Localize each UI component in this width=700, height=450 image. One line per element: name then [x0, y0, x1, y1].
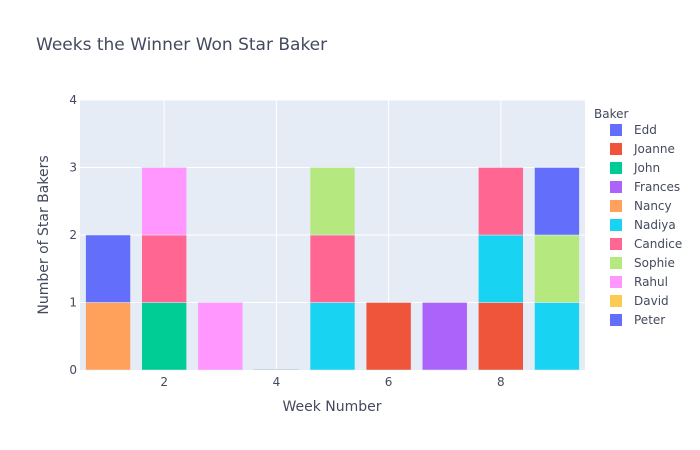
legend-label: Nancy	[634, 199, 672, 213]
y-tick-label: 3	[69, 161, 77, 175]
legend-item-frances[interactable]: Frances	[610, 180, 680, 194]
legend-swatch	[610, 295, 622, 307]
legend-swatch	[610, 314, 622, 326]
y-tick-label: 4	[69, 93, 77, 107]
legend-item-peter[interactable]: Peter	[610, 313, 665, 327]
legend-item-nadiya[interactable]: Nadiya	[610, 218, 676, 232]
legend-title: Baker	[594, 107, 628, 121]
bar-sophie-week-9	[534, 234, 580, 303]
legend-swatch	[610, 276, 622, 288]
bar-candice-week-5	[309, 234, 356, 303]
y-axis-title: Number of Star Bakers	[36, 155, 52, 314]
y-tick-label: 0	[69, 363, 77, 377]
legend-label: John	[633, 161, 660, 175]
legend-swatch	[610, 200, 622, 212]
legend-item-edd[interactable]: Edd	[610, 123, 657, 137]
legend-swatch	[610, 238, 622, 250]
y-tick-label: 1	[69, 296, 77, 310]
legend-item-sophie[interactable]: Sophie	[610, 256, 675, 270]
legend-item-joanne[interactable]: Joanne	[610, 142, 675, 156]
bar-sophie-week-5	[309, 167, 356, 236]
legend-swatch	[610, 257, 622, 269]
legend-label: Sophie	[634, 256, 675, 270]
legend-label: Edd	[634, 123, 657, 137]
bar-candice-week-2	[141, 234, 187, 303]
y-tick-label: 2	[69, 228, 77, 242]
legend-label: Peter	[634, 313, 665, 327]
bar-joanne-week-8	[478, 302, 524, 371]
legend-swatch	[610, 162, 622, 174]
bar-rahul-week-2	[141, 167, 187, 236]
bar-joanne-week-6	[365, 302, 412, 371]
x-tick-label: 4	[273, 375, 281, 389]
legend-item-david[interactable]: David	[610, 294, 669, 308]
legend-swatch	[610, 124, 622, 136]
x-tick-label: 8	[497, 375, 505, 389]
legend-item-nancy[interactable]: Nancy	[610, 199, 672, 213]
bar-nancy-week-1	[85, 302, 131, 371]
x-tick-label: 2	[160, 375, 168, 389]
legend-label: Joanne	[633, 142, 675, 156]
bar-john-week-2	[141, 302, 187, 371]
legend-swatch	[610, 219, 622, 231]
y-axis-ticks: 0 1 2 3 4	[69, 93, 77, 377]
bar-rahul-week-3	[197, 302, 243, 371]
legend-label: Rahul	[634, 275, 668, 289]
legend-swatch	[610, 143, 622, 155]
legend: Baker Edd Joanne John Frances Nancy Nadiya Can…	[594, 107, 682, 327]
chart-title: Weeks the Winner Won Star Baker	[36, 35, 327, 55]
bars	[85, 167, 580, 371]
legend-item-rahul[interactable]: Rahul	[610, 275, 668, 289]
legend-item-candice[interactable]: Candice	[610, 237, 682, 251]
bar-peter-week-9	[534, 167, 580, 236]
x-axis-title: Week Number	[282, 399, 381, 415]
legend-item-john[interactable]: John	[610, 161, 660, 175]
bar-peter-week-1	[85, 234, 131, 303]
legend-label: David	[634, 294, 669, 308]
bar-nadiya-week-5	[309, 302, 356, 371]
bar-nadiya-week-8	[478, 234, 524, 303]
x-tick-label: 6	[385, 375, 393, 389]
legend-label: Frances	[634, 180, 680, 194]
bar-candice-week-8	[478, 167, 524, 236]
bar-frances-week-7	[422, 302, 468, 371]
legend-swatch	[610, 181, 622, 193]
bar-nadiya-week-9	[534, 302, 580, 371]
x-axis-ticks: 2 4 6 8	[160, 375, 504, 389]
legend-label: Candice	[634, 237, 682, 251]
legend-label: Nadiya	[634, 218, 676, 232]
